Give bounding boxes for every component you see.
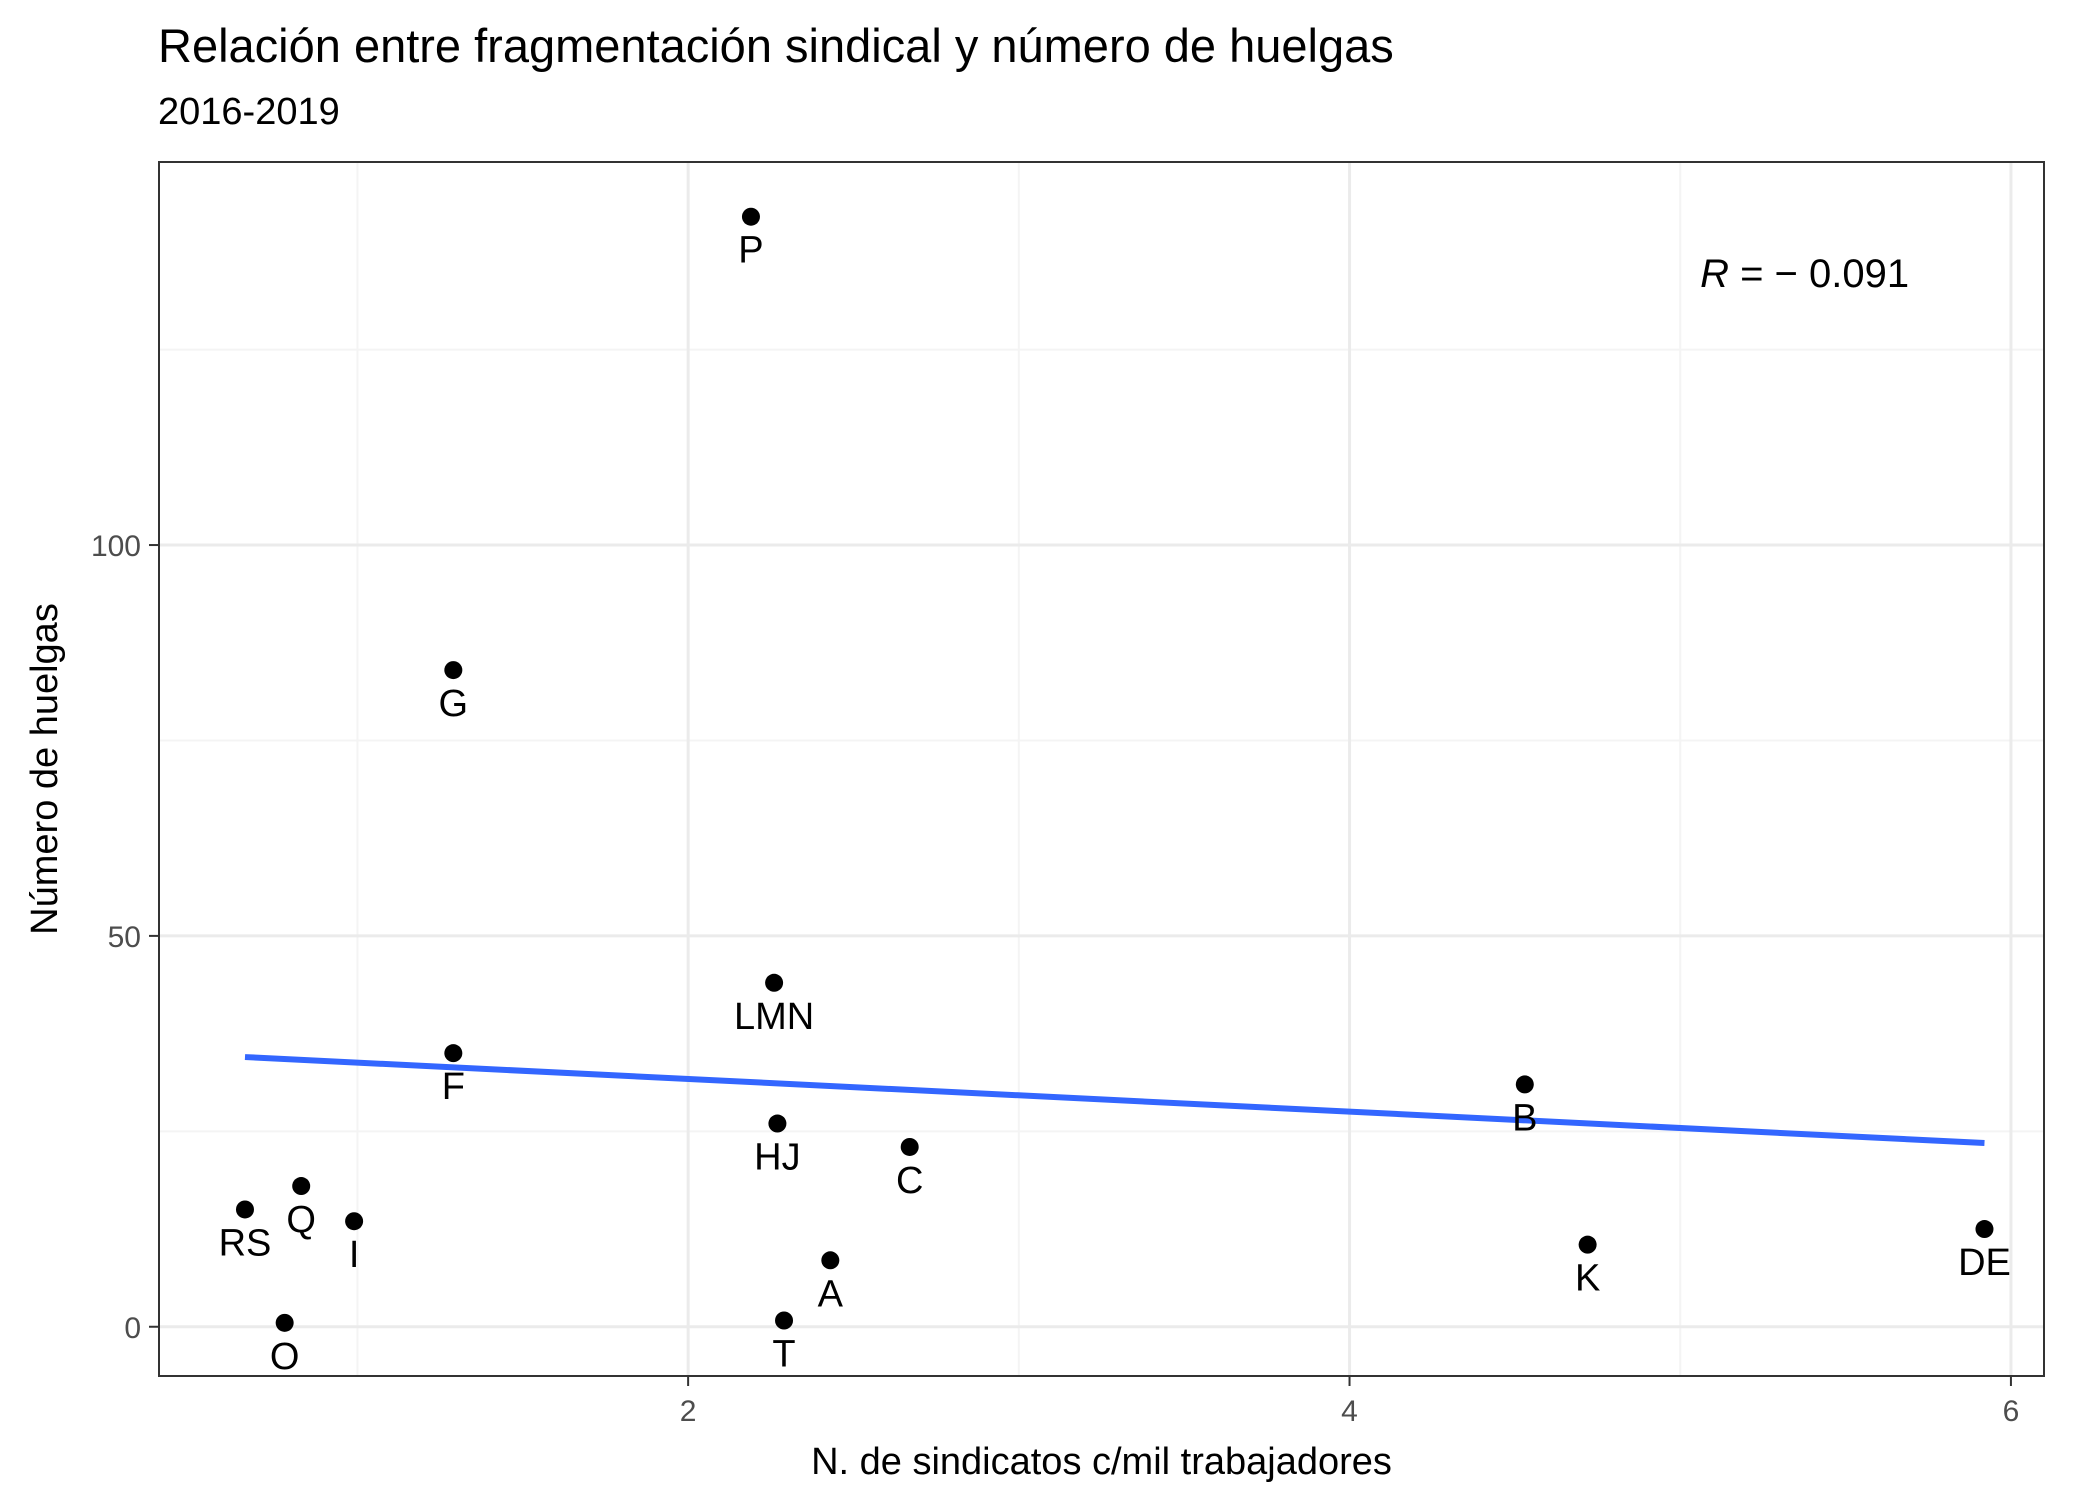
data-point [821,1251,840,1270]
data-point [235,1200,254,1219]
data-point [444,1044,463,1063]
data-point [1578,1235,1597,1254]
y-axis-label: Número de huelgas [24,603,66,935]
point-label: RS [219,1222,272,1264]
point-label: P [738,230,763,272]
chart-subtitle: 2016-2019 [158,91,340,133]
point-label: I [349,1234,360,1276]
point-label: C [896,1160,923,1202]
trend-line [244,1054,1985,1147]
data-point [775,1311,794,1330]
point-label: G [439,683,469,725]
grid-lines [159,162,2044,1376]
point-label: K [1575,1258,1600,1300]
point-label: A [818,1273,844,1315]
point-label: DE [1958,1242,2011,1284]
data-point [768,1114,787,1133]
data-point [345,1212,364,1231]
y-tick-label: 50 [108,921,141,954]
point-label: O [270,1336,300,1378]
data-point [1515,1075,1534,1094]
data-points: P G LMN F B HJ C Q RS I DE K AT O [219,207,2011,1378]
point-label: Q [286,1199,316,1241]
axes: 2 4 6 0 50 100 [91,530,2019,1428]
data-point [741,207,760,226]
annotation-variable: R [1700,252,1729,296]
y-tick-label: 100 [91,530,141,563]
panel-border [158,161,2045,1377]
point-label: HJ [754,1137,800,1179]
point-label: T [772,1333,795,1375]
data-point [292,1177,311,1196]
data-point [444,661,463,680]
chart-title: Relación entre fragmentación sindical y … [158,19,1394,72]
correlation-annotation: R = − 0.091 [1700,252,1909,296]
data-point [275,1313,294,1332]
x-tick-label: 2 [680,1395,697,1428]
data-point [765,973,784,992]
x-axis-label: N. de sindicatos c/mil trabajadores [811,1441,1392,1483]
y-tick-label: 0 [124,1312,141,1345]
point-label: B [1512,1097,1537,1139]
x-tick-label: 4 [1341,1395,1358,1428]
data-point [1975,1220,1994,1239]
point-label: LMN [734,996,814,1038]
annotation-value: = − 0.091 [1729,252,1909,296]
trend-line-group [244,1054,1985,1147]
point-label: F [442,1066,465,1108]
x-tick-label: 6 [2003,1395,2020,1428]
data-point [900,1137,919,1156]
